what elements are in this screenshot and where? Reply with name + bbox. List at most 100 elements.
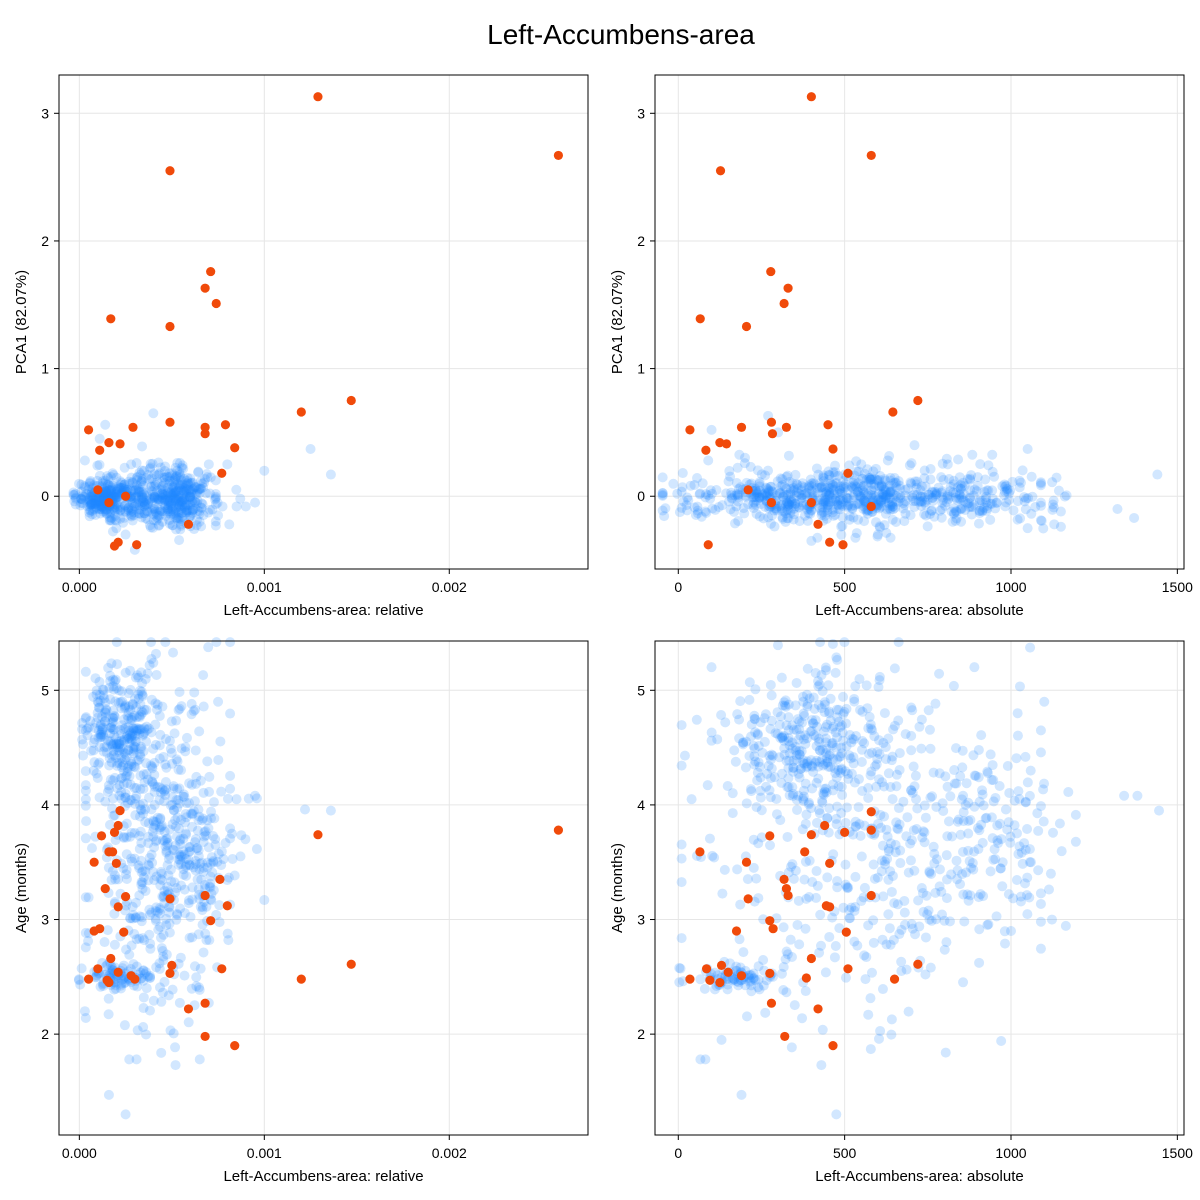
data-point-background <box>841 493 852 504</box>
data-point-background <box>893 637 904 648</box>
data-point-background <box>822 500 833 511</box>
data-point-background <box>80 666 91 677</box>
data-point-background <box>170 486 181 497</box>
data-point-background <box>172 498 183 509</box>
data-point-background <box>695 1054 706 1065</box>
data-point-background <box>259 465 270 476</box>
data-point-background <box>109 505 120 516</box>
data-point-background <box>81 816 92 827</box>
data-point-background <box>152 493 163 504</box>
data-point-background <box>138 480 149 491</box>
data-point-background <box>816 481 827 492</box>
data-point-background <box>936 512 947 523</box>
data-point-background <box>745 784 756 795</box>
data-point-background <box>101 488 112 499</box>
data-point-background <box>1049 519 1060 530</box>
data-point-background <box>138 492 149 503</box>
data-point-background <box>173 471 184 482</box>
data-point-background <box>127 698 138 709</box>
data-point-background <box>76 494 87 505</box>
data-point-background <box>955 829 966 840</box>
data-point-background <box>739 458 750 469</box>
data-point-background <box>86 843 97 854</box>
background-points <box>657 410 1163 546</box>
data-point-background <box>813 681 824 692</box>
y-tick-label: 3 <box>637 105 645 121</box>
y-tick-label: 5 <box>41 682 49 698</box>
data-point-background <box>101 486 112 497</box>
data-point-background <box>153 510 164 521</box>
data-point-background <box>178 485 189 496</box>
data-point-background <box>878 891 889 902</box>
data-point-background <box>834 485 845 496</box>
data-point-background <box>179 486 190 497</box>
data-point-background <box>121 818 132 829</box>
data-point-background <box>150 506 161 517</box>
data-point-background <box>804 483 815 494</box>
data-point-background <box>94 470 105 481</box>
data-point-background <box>156 492 167 503</box>
data-point-background <box>156 483 167 494</box>
data-point-background <box>133 504 144 515</box>
data-point-background <box>973 518 984 529</box>
data-point-background <box>181 488 192 499</box>
data-point-background <box>798 755 809 766</box>
data-point-background <box>779 506 790 517</box>
data-point-highlight <box>783 890 793 901</box>
data-point-background <box>125 506 136 517</box>
data-point-background <box>844 511 855 522</box>
data-point-background <box>152 477 163 488</box>
data-point-background <box>167 470 178 481</box>
data-point-background <box>152 486 163 497</box>
data-point-background <box>166 484 177 495</box>
data-point-background <box>76 479 87 490</box>
data-point-highlight <box>111 858 121 868</box>
data-point-background <box>755 785 766 796</box>
data-point-background <box>778 491 789 502</box>
data-point-background <box>717 500 728 511</box>
data-point-background <box>168 1028 179 1039</box>
data-point-background <box>861 474 872 485</box>
data-point-background <box>89 498 100 509</box>
data-point-background <box>934 864 945 875</box>
data-point-background <box>843 499 854 510</box>
data-point-background <box>1012 708 1023 719</box>
data-point-background <box>940 1047 951 1058</box>
data-point-background <box>166 468 177 479</box>
data-point-background <box>775 815 786 826</box>
data-point-background <box>77 734 88 745</box>
data-point-background <box>108 481 119 492</box>
data-point-background <box>763 760 774 771</box>
data-point-background <box>116 479 127 490</box>
data-point-background <box>176 462 187 473</box>
data-point-background <box>822 502 833 513</box>
data-point-background <box>162 487 173 498</box>
data-point-background <box>1023 493 1034 504</box>
data-point-background <box>839 637 850 648</box>
data-point-background <box>105 471 116 482</box>
data-point-background <box>92 497 103 508</box>
data-point-background <box>111 489 122 500</box>
data-point-background <box>159 472 170 483</box>
data-point-background <box>194 506 205 517</box>
data-point-background <box>153 494 164 505</box>
data-point-background <box>788 514 799 525</box>
data-point-background <box>785 494 796 505</box>
data-point-background <box>93 503 104 514</box>
data-point-background <box>198 670 209 681</box>
data-point-background <box>834 485 845 496</box>
data-point-background <box>200 488 211 499</box>
data-point-background <box>985 866 996 877</box>
data-point-background <box>189 687 200 698</box>
data-point-highlight <box>89 926 99 936</box>
data-point-background <box>781 471 792 482</box>
data-point-background <box>172 514 183 525</box>
data-point-background <box>119 462 130 473</box>
data-point-background <box>895 858 906 869</box>
data-point-highlight <box>553 150 564 161</box>
data-point-background <box>130 484 141 495</box>
y-tick-label: 1 <box>637 361 645 377</box>
data-point-highlight <box>230 443 240 453</box>
data-point-background <box>151 470 162 481</box>
data-point-background <box>139 968 150 979</box>
